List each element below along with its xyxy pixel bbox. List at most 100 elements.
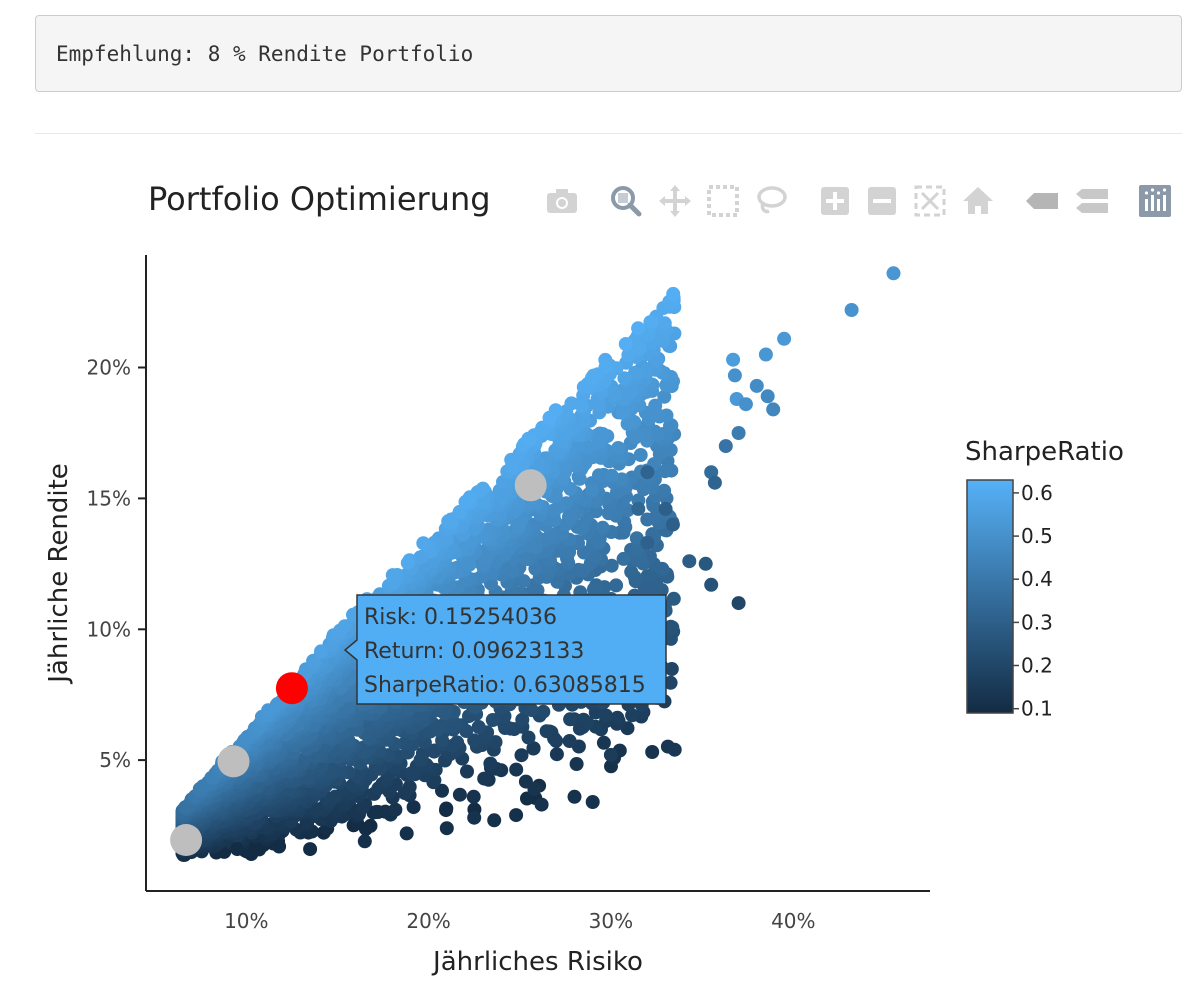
scatter-point[interactable] — [483, 756, 498, 771]
scatter-point[interactable] — [358, 821, 373, 836]
scatter-point[interactable] — [628, 430, 643, 445]
scatter-point[interactable] — [487, 813, 502, 828]
scatter-point[interactable] — [596, 735, 611, 750]
scatter-point[interactable] — [663, 675, 678, 690]
scatter-point[interactable] — [758, 347, 773, 362]
scatter-point[interactable] — [665, 620, 680, 635]
scatter-point[interactable] — [504, 459, 519, 474]
scatter-point[interactable] — [520, 791, 534, 806]
scatter-point[interactable] — [564, 396, 579, 411]
lasso-icon[interactable] — [751, 181, 791, 221]
pan-icon[interactable] — [655, 181, 695, 221]
scatter-point[interactable] — [601, 506, 616, 521]
scatter-point[interactable] — [549, 747, 564, 762]
scatter-point[interactable] — [727, 368, 742, 383]
scatter-point[interactable] — [522, 432, 537, 447]
scatter-point[interactable] — [749, 378, 764, 393]
scatter-point[interactable] — [682, 554, 697, 569]
scatter-point[interactable] — [585, 370, 599, 385]
scatter-point[interactable] — [617, 371, 632, 386]
scatter-point[interactable] — [630, 542, 645, 557]
scatter-point[interactable] — [640, 465, 655, 480]
home-icon[interactable] — [958, 181, 998, 221]
scatter-point[interactable] — [640, 535, 655, 550]
scatter-point[interactable] — [467, 810, 482, 825]
scatter-point[interactable] — [572, 721, 587, 736]
compare-hover-icon[interactable] — [1072, 181, 1112, 221]
scatter-point[interactable] — [567, 789, 582, 804]
scatter-point[interactable] — [620, 416, 635, 431]
scatter-point[interactable] — [467, 733, 482, 748]
zoom-out-icon[interactable] — [862, 181, 902, 221]
scatter-point[interactable] — [655, 561, 670, 576]
scatter-point[interactable] — [439, 801, 454, 816]
scatter-point[interactable] — [471, 720, 486, 734]
scatter-point[interactable] — [588, 549, 602, 564]
scatter-point[interactable] — [726, 352, 741, 367]
scatter-point[interactable] — [649, 353, 664, 368]
scatter-point[interactable] — [314, 644, 328, 659]
scatter-point[interactable] — [760, 389, 775, 404]
scatter-point[interactable] — [666, 286, 681, 301]
scatter-point[interactable] — [477, 771, 492, 786]
scatter-point[interactable] — [631, 321, 646, 336]
scatter-point[interactable] — [592, 468, 606, 483]
scatter-point[interactable] — [524, 703, 539, 718]
scatter-point[interactable] — [604, 468, 619, 483]
scatter-point[interactable] — [402, 779, 417, 794]
scatter-point[interactable] — [385, 568, 400, 583]
scatter-point[interactable] — [462, 490, 477, 505]
scatter-point[interactable] — [404, 766, 419, 781]
scatter-point[interactable] — [616, 551, 631, 566]
zoom-in-icon[interactable] — [815, 181, 855, 221]
scatter-point[interactable] — [704, 465, 719, 480]
scatter-point[interactable] — [435, 783, 449, 798]
scatter-point[interactable] — [514, 748, 529, 763]
scatter-point[interactable] — [665, 517, 680, 532]
zoom-icon[interactable] — [606, 181, 646, 221]
scatter-point[interactable] — [388, 802, 403, 817]
scatter-point[interactable] — [547, 513, 562, 528]
scatter-point[interactable] — [357, 834, 372, 849]
scatter-point[interactable] — [698, 556, 713, 571]
scatter-point[interactable] — [536, 704, 551, 719]
scatter-point[interactable] — [777, 331, 792, 346]
scatter-point[interactable] — [515, 712, 530, 727]
scatter-point[interactable] — [466, 789, 481, 804]
scatter-point[interactable] — [617, 392, 632, 407]
scatter-point[interactable] — [585, 795, 600, 809]
scatter-point[interactable] — [303, 842, 318, 857]
scatter-point[interactable] — [574, 398, 589, 413]
scatter-point[interactable] — [595, 427, 610, 441]
scatter-point[interactable] — [460, 764, 474, 779]
scatter-point[interactable] — [657, 464, 672, 479]
scatter-point[interactable] — [645, 745, 660, 759]
scatter-point[interactable] — [640, 512, 655, 527]
scatter-point[interactable] — [603, 747, 618, 762]
scatter-point[interactable] — [416, 536, 431, 551]
scatter-point[interactable] — [657, 389, 672, 404]
scatter-point[interactable] — [527, 781, 542, 796]
scatter-point[interactable] — [625, 708, 640, 723]
reference-portfolio-marker[interactable] — [170, 824, 203, 856]
scatter-point[interactable] — [648, 398, 663, 413]
scatter-point[interactable] — [624, 564, 639, 579]
scatter-point[interactable] — [644, 315, 659, 330]
box-select-icon[interactable] — [703, 181, 743, 221]
scatter-point[interactable] — [509, 762, 524, 777]
scatter-point[interactable] — [332, 625, 347, 640]
scatter-point[interactable] — [563, 712, 578, 727]
scatter-point[interactable] — [406, 800, 421, 815]
scatter-point[interactable] — [667, 742, 682, 757]
scatter-point[interactable] — [585, 483, 600, 498]
scatter-point[interactable] — [306, 654, 321, 669]
scatter-point[interactable] — [310, 802, 325, 817]
plotly-logo-icon[interactable] — [1135, 181, 1175, 221]
scatter-point[interactable] — [704, 577, 719, 592]
scatter-point[interactable] — [844, 303, 859, 317]
scatter-point[interactable] — [511, 520, 526, 535]
scatter-point[interactable] — [609, 578, 624, 593]
scatter-point[interactable] — [886, 266, 901, 281]
scatter-point[interactable] — [598, 708, 613, 723]
